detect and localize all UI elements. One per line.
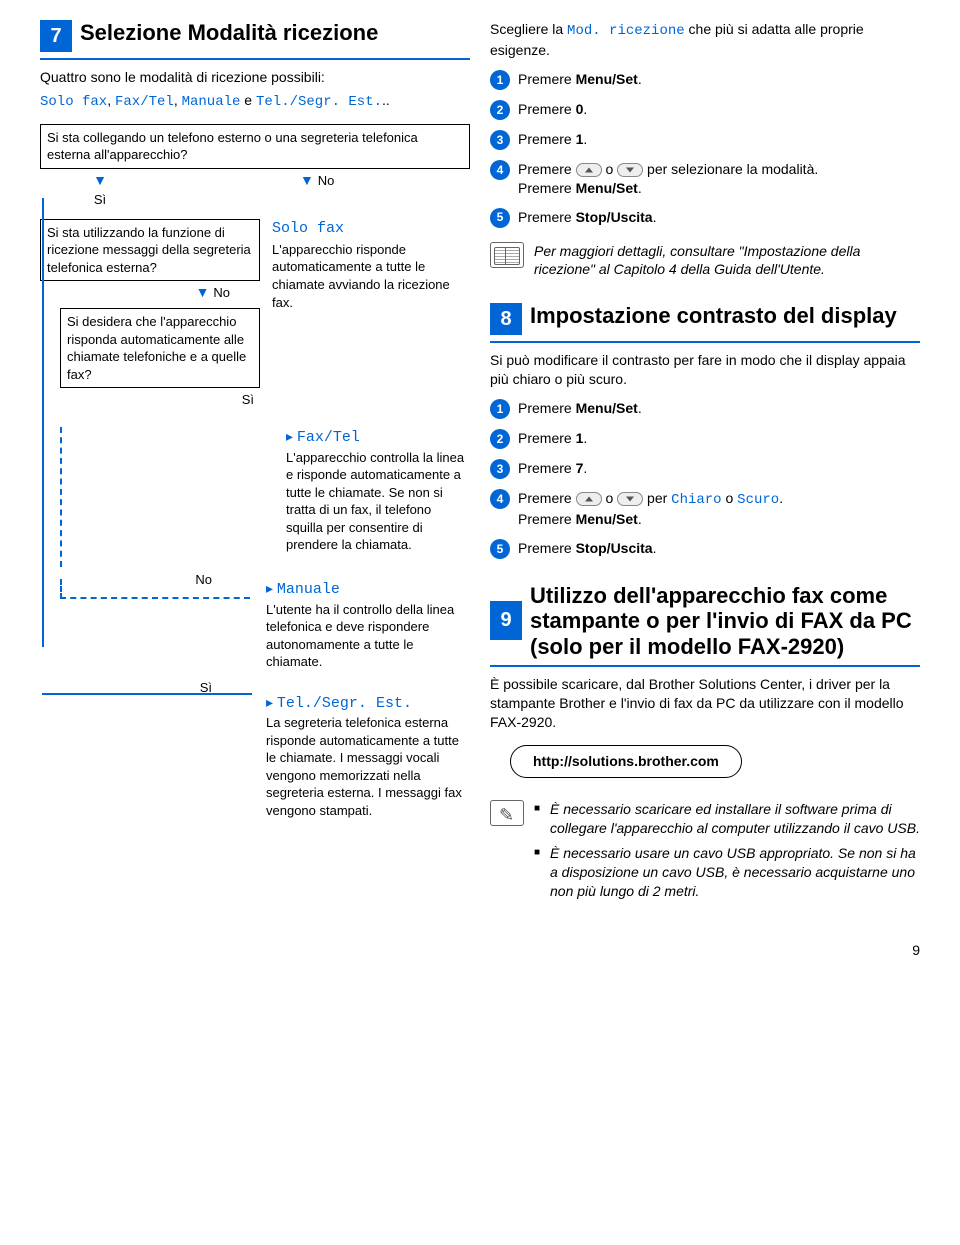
section9-intro: È possibile scaricare, dal Brother Solut… [490, 675, 920, 732]
label-yes-1: Sì [94, 192, 106, 207]
mode4-desc: La segreteria telefonica esterna rispond… [266, 714, 470, 819]
step-badge-2: 2 [490, 100, 510, 120]
step-badge-5: 5 [490, 539, 510, 559]
section9-title: Utilizzo dell'apparecchio fax come stamp… [530, 583, 920, 659]
page-layout: 7 Selezione Modalità ricezione Quattro s… [40, 20, 920, 921]
step-badge-3: 3 [490, 459, 510, 479]
step-8-badge: 8 [490, 303, 522, 335]
scuro-label: Scuro [737, 492, 779, 508]
step-badge-4: 4 [490, 160, 510, 180]
book-icon [490, 242, 524, 268]
question3-box: Si desidera che l'apparecchio risponda a… [60, 308, 260, 388]
step7-3-text: Premere 1. [518, 130, 920, 149]
pencil-note-icon [490, 800, 524, 826]
step8-1-text: Premere Menu/Set. [518, 399, 920, 418]
arrow-down-icon: ▼ [196, 284, 210, 300]
section7-intro: Quattro sono le modalità di ricezione po… [40, 68, 470, 87]
right-column: Scegliere la Mod. ricezione che più si a… [490, 20, 920, 921]
section8-steps: 1 Premere Menu/Set. 2 Premere 1. 3 Premere … [490, 399, 920, 559]
right-intro: Scegliere la Mod. ricezione che più si a… [490, 20, 920, 60]
step-7-badge: 7 [40, 20, 72, 52]
label-yes-2: Sì [200, 679, 212, 697]
step-badge-2: 2 [490, 429, 510, 449]
section8: 8 Impostazione contrasto del display Si … [490, 303, 920, 559]
label-no-3: No [195, 571, 212, 589]
section7-header: 7 Selezione Modalità ricezione [40, 20, 470, 52]
arrow-down-icon: ▼ [300, 172, 314, 188]
note-section7: Per maggiori dettagli, consultare "Impos… [490, 242, 920, 280]
step-9-badge: 9 [490, 601, 522, 640]
step8-5-text: Premere Stop/Uscita. [518, 539, 920, 558]
label-no-2: No [213, 285, 230, 300]
label-no-1: No [318, 173, 335, 188]
section9-notes-list: È necessario scaricare ed installare il … [534, 800, 920, 906]
step-badge-4: 4 [490, 489, 510, 509]
label-yes-3: Sì [242, 392, 254, 407]
mode-solo-fax: Solo fax [40, 94, 107, 110]
step8-2-text: Premere 1. [518, 429, 920, 448]
mode4-title: Tel./Segr. Est. [277, 695, 412, 712]
mode-fax-tel: Fax/Tel [115, 94, 174, 110]
step8-3-text: Premere 7. [518, 459, 920, 478]
mode2-desc: L'apparecchio controlla la linea e rispo… [286, 449, 470, 554]
step8-4-text: Premere o per Chiaro o Scuro. Premere Me… [518, 489, 920, 529]
note7-text: Per maggiori dettagli, consultare "Impos… [534, 242, 920, 280]
url-box[interactable]: http://solutions.brother.com [510, 745, 742, 778]
section9-note1: È necessario scaricare ed installare il … [534, 800, 920, 838]
up-key-icon [576, 492, 602, 506]
section7-title: Selezione Modalità ricezione [80, 20, 378, 45]
section8-rule [490, 341, 920, 343]
step-badge-1: 1 [490, 399, 510, 419]
step-badge-5: 5 [490, 208, 510, 228]
question1-box: Si sta collegando un telefono esterno o … [40, 124, 470, 169]
flow-line-vertical [42, 198, 44, 647]
section7-modes-line: Solo fax, Fax/Tel, Manuale e Tel./Segr. … [40, 91, 470, 112]
flowchart: Si sta collegando un telefono esterno o … [40, 124, 470, 819]
down-key-icon [617, 163, 643, 177]
mode1-title: Solo fax [272, 219, 470, 239]
note-section9: È necessario scaricare ed installare il … [490, 800, 920, 906]
step7-4-text: Premere o per selezionare la modalità. P… [518, 160, 920, 198]
mode-manuale: Manuale [182, 94, 241, 110]
step7-5-text: Premere Stop/Uscita. [518, 208, 920, 227]
mod-ricezione-label: Mod. ricezione [567, 23, 685, 39]
mode2-title: Fax/Tel [297, 429, 360, 446]
mode1-desc: L'apparecchio risponde automaticamente a… [272, 241, 470, 311]
section7-steps: 1 Premere Menu/Set. 2 Premere 0. 3 Premere … [490, 70, 920, 228]
section9-note2: È necessario usare un cavo USB appropria… [534, 844, 920, 901]
step7-1-text: Premere Menu/Set. [518, 70, 920, 89]
up-key-icon [576, 163, 602, 177]
left-column: 7 Selezione Modalità ricezione Quattro s… [40, 20, 470, 921]
step7-2-text: Premere 0. [518, 100, 920, 119]
mode-tel-segr: Tel./Segr. Est. [256, 94, 382, 110]
section7-rule [40, 58, 470, 60]
mode3-title: Manuale [277, 581, 340, 598]
chiaro-label: Chiaro [671, 492, 721, 508]
arrow-down-icon: ▼ [93, 172, 107, 188]
step-badge-3: 3 [490, 130, 510, 150]
section8-intro: Si può modificare il contrasto per fare … [490, 351, 920, 389]
page-number: 9 [40, 941, 920, 960]
down-key-icon [617, 492, 643, 506]
step-badge-1: 1 [490, 70, 510, 90]
section8-title: Impostazione contrasto del display [530, 303, 897, 328]
section9: 9 Utilizzo dell'apparecchio fax come sta… [490, 583, 920, 907]
section9-rule [490, 665, 920, 667]
mode3-desc: L'utente ha il controllo della linea tel… [266, 601, 470, 671]
question2-box: Si sta utilizzando la funzione di ricezi… [40, 219, 260, 282]
